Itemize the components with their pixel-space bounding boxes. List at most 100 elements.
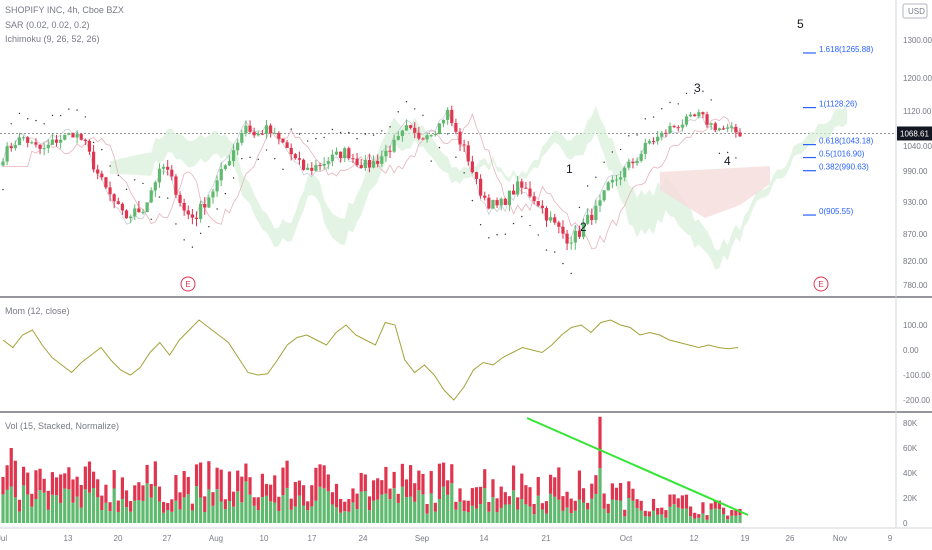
candle-body [174, 176, 178, 195]
cloud-area [110, 104, 848, 270]
volume-bar-up [211, 505, 215, 523]
time-tick-label: 21 [542, 534, 551, 543]
time-tick-label: 10 [260, 534, 269, 543]
candle-body [314, 165, 318, 171]
volume-bar-down [182, 470, 186, 498]
candle-body [38, 144, 42, 149]
volume-bar-up [87, 492, 92, 523]
volume-bar-down [145, 464, 149, 484]
volume-bar-up [458, 501, 462, 523]
earnings-event-label: E [185, 280, 190, 289]
sar-dot [381, 130, 383, 132]
volume-bar-up [186, 494, 190, 523]
volume-bar-up [67, 489, 71, 523]
volume-bar-up [499, 507, 503, 523]
volume-bar-down [631, 488, 635, 501]
candle-body [598, 200, 602, 206]
volume-bar-down [602, 493, 606, 509]
volume-bar-down [726, 515, 730, 520]
volume-bar-down [503, 492, 507, 505]
volume-bar-down [281, 467, 285, 496]
candle-body [363, 159, 367, 169]
candle-body [301, 159, 306, 170]
sar-dot [175, 223, 177, 225]
candle-body [511, 190, 516, 195]
candle-body [281, 138, 285, 143]
candle-body [166, 166, 170, 170]
ichimoku-lagging-line [2, 107, 741, 240]
volume-bar-up [21, 485, 26, 523]
sar-dot [274, 157, 276, 160]
sar-dot [661, 108, 663, 110]
currency-badge[interactable] [902, 3, 928, 19]
last-price-label: 1068.61 [900, 129, 929, 138]
volume-bar-up [680, 508, 684, 523]
volume-bar-up [301, 505, 306, 523]
volume-bar-up [34, 498, 38, 523]
volume-bar-up [709, 509, 713, 523]
sar-dot [372, 134, 375, 136]
volume-bar-down [203, 496, 207, 513]
volume-bar-up [207, 489, 211, 523]
candle-body [79, 134, 83, 140]
volume-bar-up [120, 498, 125, 523]
sar-dot [603, 161, 605, 163]
candle-body [680, 124, 684, 128]
candle-body [306, 167, 310, 170]
candle-body [549, 217, 553, 221]
volume-bar-down [376, 478, 380, 500]
sar-dot [455, 156, 457, 158]
volume-bar-up [503, 504, 507, 523]
volume-bar-down [314, 467, 318, 501]
candle-body [50, 139, 55, 145]
price-tick-label: 1040.00 [903, 142, 932, 151]
time-tick-label: 12 [690, 534, 699, 543]
candle-body [602, 190, 606, 201]
earnings-event-label: E [818, 280, 823, 289]
volume-bar-down [96, 479, 100, 498]
volume-bar-down [606, 503, 610, 514]
volume-bar-up [400, 486, 404, 523]
volume-bar-down [635, 499, 639, 508]
sar-dot [578, 206, 581, 209]
candle-body [610, 179, 614, 183]
sar-dot [290, 128, 292, 130]
volume-bar-down [520, 473, 524, 500]
volume-bar-up [153, 486, 157, 523]
volume-bar-up [116, 511, 120, 523]
sar-dot [68, 108, 70, 110]
volume-bar-up [231, 506, 236, 523]
volume-bar-down [388, 488, 392, 500]
sar-dot [101, 148, 103, 151]
candle-body [318, 165, 322, 167]
volume-bar-up [334, 507, 339, 523]
volume-bar-down [454, 501, 458, 510]
candle-body [425, 135, 429, 140]
volume-bar-up [656, 514, 660, 523]
candle-body [631, 161, 635, 164]
volume-bar-down [581, 488, 586, 503]
volume-bar-down [499, 486, 503, 508]
volume-bar-up [215, 489, 219, 523]
volume-bar-up [13, 497, 17, 523]
candle-body [623, 167, 627, 178]
time-tick-label: Nov [833, 534, 847, 543]
wave-label: 4 [724, 154, 731, 168]
volume-bar-down [404, 479, 409, 498]
candle-body [124, 210, 129, 219]
momentum-tick-label: -100.00 [903, 371, 931, 380]
candle-body [730, 126, 734, 128]
time-tick-label: 24 [359, 534, 368, 543]
volume-bar-down [318, 464, 322, 487]
ichimoku-indicator-label: Ichimoku (9, 26, 52, 26) [5, 34, 100, 44]
candle-body [450, 109, 454, 123]
volume-bar-down [236, 470, 240, 492]
volume-bar-up [425, 513, 429, 523]
time-tick-label: 17 [308, 534, 317, 543]
sar-dot [166, 197, 169, 199]
volume-bar-up [46, 509, 50, 523]
volume-bar-down [190, 503, 194, 511]
sar-dot [586, 185, 589, 187]
sar-dot [644, 118, 647, 120]
volume-bar-up [178, 509, 182, 523]
